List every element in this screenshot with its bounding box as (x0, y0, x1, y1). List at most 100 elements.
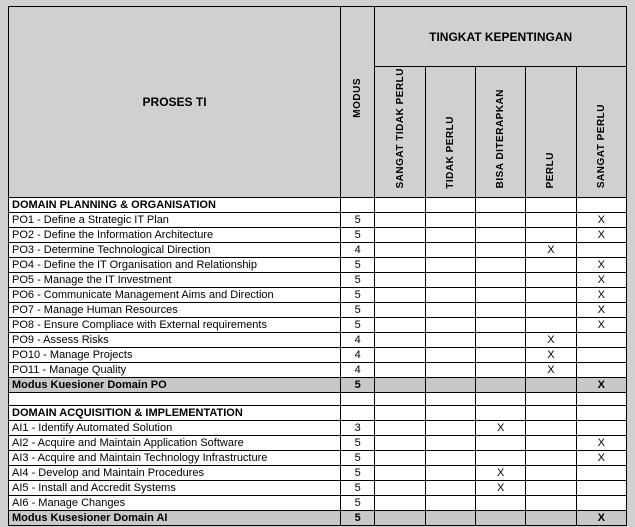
table-body: DOMAIN PLANNING & ORGANISATIONPO1 - Defi… (9, 198, 627, 526)
level-cell (375, 273, 425, 288)
table-row: PO3 - Determine Technological Direction4… (9, 243, 627, 258)
table-row: AI4 - Develop and Maintain Procedures5X (9, 466, 627, 481)
table-row: AI3 - Acquire and Maintain Technology In… (9, 451, 627, 466)
level-cell (526, 481, 576, 496)
process-label: PO1 - Define a Strategic IT Plan (9, 213, 341, 228)
level-cell (475, 333, 525, 348)
level-cell (526, 451, 576, 466)
table-row: PO4 - Define the IT Organisation and Rel… (9, 258, 627, 273)
level-cell (375, 303, 425, 318)
level-cell (425, 466, 475, 481)
modus-value: 5 (341, 228, 375, 243)
level-cell: X (576, 436, 626, 451)
level-cell (375, 436, 425, 451)
level-cell (375, 421, 425, 436)
level-cell (475, 318, 525, 333)
level-cell: X (475, 421, 525, 436)
table-row: PO1 - Define a Strategic IT Plan5 X (9, 213, 627, 228)
level-cell (576, 481, 626, 496)
modus-value: 5 (341, 451, 375, 466)
level-cell (475, 243, 525, 258)
level-cell (526, 273, 576, 288)
header-process: PROSES TI (9, 7, 341, 198)
level-cell (475, 363, 525, 378)
level-cell (375, 228, 425, 243)
process-label: PO4 - Define the IT Organisation and Rel… (9, 258, 341, 273)
summary-row: Modus Kusesioner Domain AI5X (9, 511, 627, 526)
table-row: PO10 - Manage Projects4 X (9, 348, 627, 363)
header-level-2: BISA DITERAPKAN (475, 67, 525, 198)
level-cell: X (576, 288, 626, 303)
level-cell (425, 436, 475, 451)
level-cell (576, 496, 626, 511)
level-cell (475, 273, 525, 288)
process-label: PO8 - Ensure Compliace with External req… (9, 318, 341, 333)
level-cell (425, 481, 475, 496)
level-cell (526, 436, 576, 451)
level-cell (576, 466, 626, 481)
process-label: AI4 - Develop and Maintain Procedures (9, 466, 341, 481)
level-cell (576, 243, 626, 258)
modus-value: 4 (341, 363, 375, 378)
modus-value: 5 (341, 273, 375, 288)
level-cell (526, 303, 576, 318)
level-cell (526, 288, 576, 303)
process-label: PO5 - Manage the IT Investment (9, 273, 341, 288)
table-row: AI6 - Manage Changes5 (9, 496, 627, 511)
level-cell (475, 303, 525, 318)
level-cell (475, 511, 525, 526)
level-cell (425, 288, 475, 303)
level-cell: X (576, 213, 626, 228)
level-cell (375, 318, 425, 333)
modus-value: 4 (341, 348, 375, 363)
level-cell (375, 243, 425, 258)
level-cell: X (576, 318, 626, 333)
table-row: PO8 - Ensure Compliace with External req… (9, 318, 627, 333)
header-modus: MODUS (341, 7, 375, 198)
modus-value: 3 (341, 421, 375, 436)
process-label: PO7 - Manage Human Resources (9, 303, 341, 318)
level-cell (425, 511, 475, 526)
modus-value: 5 (341, 213, 375, 228)
table-row: PO7 - Manage Human Resources5X (9, 303, 627, 318)
level-cell (425, 348, 475, 363)
level-cell: X (576, 451, 626, 466)
level-cell: X (475, 466, 525, 481)
level-cell (526, 213, 576, 228)
level-cell (475, 258, 525, 273)
process-label: AI5 - Install and Accredit Systems (9, 481, 341, 496)
level-cell (526, 258, 576, 273)
table-row: PO11 - Manage Quality4X (9, 363, 627, 378)
level-cell (425, 303, 475, 318)
level-cell (425, 228, 475, 243)
process-label: AI3 - Acquire and Maintain Technology In… (9, 451, 341, 466)
modus-value: 5 (341, 288, 375, 303)
level-cell (526, 228, 576, 243)
level-cell (375, 288, 425, 303)
level-cell: X (526, 243, 576, 258)
header-level-0: SANGAT TIDAK PERLU (375, 67, 425, 198)
level-cell (375, 496, 425, 511)
modus-value: 5 (341, 481, 375, 496)
level-cell (526, 421, 576, 436)
section-header: DOMAIN PLANNING & ORGANISATION (9, 198, 627, 213)
level-cell (475, 496, 525, 511)
level-cell (375, 333, 425, 348)
level-cell (576, 421, 626, 436)
header-level-3: PERLU (526, 67, 576, 198)
cobit-table: PROSES TI MODUS TINGKAT KEPENTINGAN SANG… (8, 6, 627, 526)
level-cell (375, 378, 425, 393)
process-label: PO10 - Manage Projects (9, 348, 341, 363)
level-cell: X (526, 348, 576, 363)
level-cell: X (475, 481, 525, 496)
process-label: AI1 - Identify Automated Solution (9, 421, 341, 436)
level-cell (526, 496, 576, 511)
level-cell (425, 273, 475, 288)
modus-value: 5 (341, 496, 375, 511)
level-cell (375, 511, 425, 526)
level-cell (425, 213, 475, 228)
level-cell (425, 378, 475, 393)
modus-value: 5 (341, 318, 375, 333)
modus-value: 5 (341, 258, 375, 273)
level-cell (576, 333, 626, 348)
